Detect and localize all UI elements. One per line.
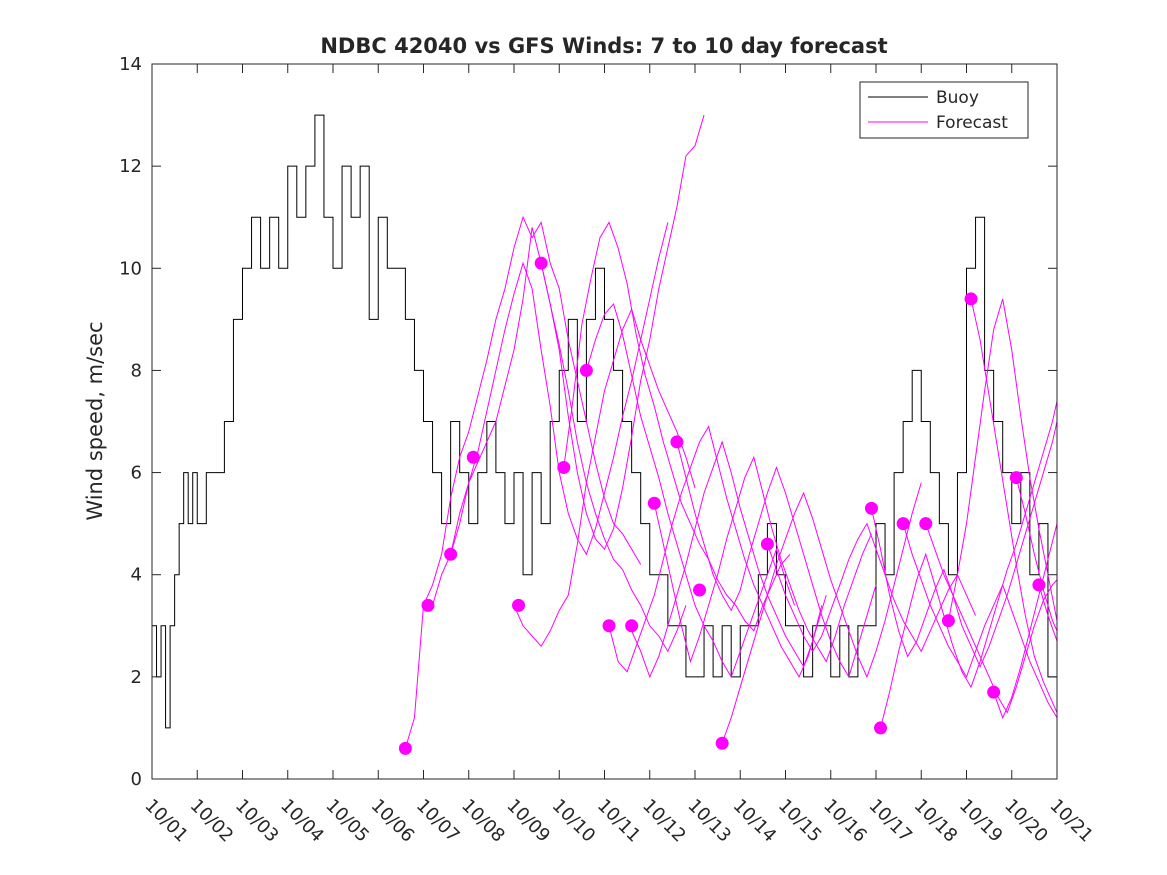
y-tick-label: 6 xyxy=(131,463,142,484)
legend-label-buoy: Buoy xyxy=(936,88,979,108)
forecast-marker xyxy=(919,517,933,531)
forecast-line-0 xyxy=(404,215,642,749)
y-tick-label: 0 xyxy=(131,769,142,790)
y-tick-label: 10 xyxy=(119,258,142,279)
legend-box xyxy=(859,81,1029,139)
x-tick-label: 10/11 xyxy=(593,795,645,847)
forecast-line-4 xyxy=(540,114,705,551)
x-tick-label: 10/03 xyxy=(231,795,283,847)
forecast-line-17 xyxy=(947,298,1058,621)
forecast-marker xyxy=(398,741,412,755)
x-tick-label: 10/10 xyxy=(548,795,600,847)
x-tick-label: 10/18 xyxy=(910,795,962,847)
x-tick-label: 10/13 xyxy=(683,795,735,847)
forecast-series-layer xyxy=(404,114,1058,749)
y-axis-label: Wind speed, m/sec xyxy=(83,321,107,520)
forecast-marker xyxy=(534,256,548,270)
forecast-marker xyxy=(421,598,435,612)
forecast-marker xyxy=(1009,471,1023,485)
x-tick-label: 10/02 xyxy=(186,795,238,847)
forecast-marker xyxy=(896,517,910,531)
x-tick-label: 10/21 xyxy=(1045,795,1097,847)
x-tick-label: 10/20 xyxy=(1000,795,1052,847)
legend-label-forecast: Forecast xyxy=(936,113,1008,133)
forecast-line-21 xyxy=(1038,584,1058,642)
forecast-line-6 xyxy=(585,303,796,679)
x-tick-label: 10/01 xyxy=(140,795,192,847)
x-tick-label: 10/16 xyxy=(819,795,871,847)
forecast-line-19 xyxy=(993,523,1058,720)
forecast-marker xyxy=(579,363,593,377)
x-tick-label: 10/08 xyxy=(457,795,509,847)
forecast-line-20 xyxy=(1015,477,1058,632)
x-tick-label: 10/15 xyxy=(774,795,826,847)
forecast-marker xyxy=(444,547,458,561)
x-tick-label: 10/06 xyxy=(367,795,419,847)
forecast-line-8 xyxy=(631,440,823,679)
forecast-line-10 xyxy=(676,441,877,679)
forecast-marker xyxy=(941,614,955,628)
forecast-line-7 xyxy=(608,425,827,678)
forecast-marker xyxy=(693,583,707,597)
x-tick-label: 10/19 xyxy=(955,795,1007,847)
forecast-marker xyxy=(466,450,480,464)
x-tick-label: 10/12 xyxy=(638,795,690,847)
forecast-line-15 xyxy=(902,523,1058,718)
chart-title: NDBC 42040 vs GFS Winds: 7 to 10 day for… xyxy=(320,34,887,58)
forecast-line-13 xyxy=(870,421,1058,668)
forecast-line-11 xyxy=(721,482,922,744)
forecast-marker xyxy=(647,496,661,510)
buoy-line xyxy=(152,114,1058,729)
x-tick-label: 10/17 xyxy=(864,795,916,847)
forecast-line-2 xyxy=(450,227,687,653)
forecast-line-14 xyxy=(880,400,1058,729)
x-tick-label: 10/09 xyxy=(502,795,554,847)
forecast-marker xyxy=(715,736,729,750)
forecast-marker-layer xyxy=(398,256,1046,755)
forecast-marker xyxy=(625,619,639,633)
legend: Buoy Forecast xyxy=(859,81,1029,139)
forecast-marker xyxy=(512,598,526,612)
y-axis-ticks: 0 2 4 6 8 10 12 14 xyxy=(119,54,1057,790)
y-tick-label: 2 xyxy=(131,667,142,688)
forecast-marker xyxy=(874,721,888,735)
forecast-marker xyxy=(602,619,616,633)
forecast-marker xyxy=(557,460,571,474)
forecast-line-5 xyxy=(563,221,791,632)
y-tick-label: 12 xyxy=(119,156,142,177)
buoy-series-layer xyxy=(152,114,1058,729)
forecast-marker xyxy=(987,685,1001,699)
forecast-line-1 xyxy=(432,222,669,606)
forecast-marker xyxy=(864,501,878,515)
x-tick-label: 10/14 xyxy=(729,795,781,847)
y-tick-label: 8 xyxy=(131,360,142,381)
x-tick-label: 10/07 xyxy=(412,795,464,847)
y-tick-label: 4 xyxy=(131,565,142,586)
forecast-marker xyxy=(670,435,684,449)
x-tick-label: 10/04 xyxy=(276,795,328,847)
x-tick-label: 10/05 xyxy=(321,795,373,847)
y-tick-label: 14 xyxy=(119,54,142,75)
forecast-marker xyxy=(1032,578,1046,592)
forecast-marker xyxy=(964,292,978,306)
forecast-line-9 xyxy=(653,455,872,664)
forecast-line-3 xyxy=(513,307,696,648)
forecast-marker xyxy=(760,537,774,551)
forecast-line-18 xyxy=(970,298,1058,713)
